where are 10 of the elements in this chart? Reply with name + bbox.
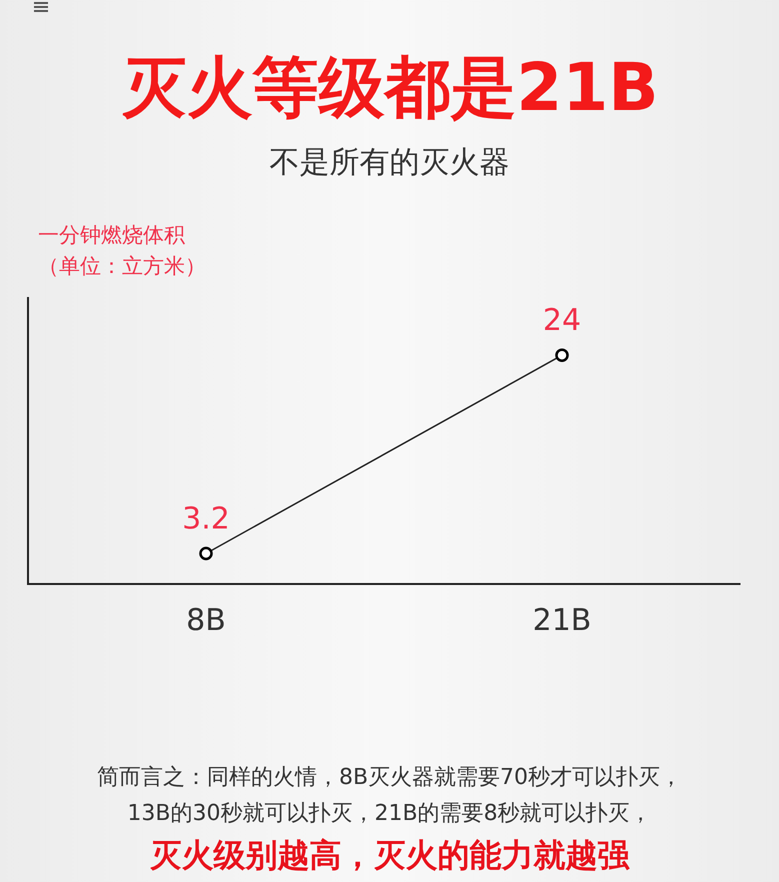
text: 简而言之：同样的火情，8B灭火器就需要70秒才可以扑灭， [96, 764, 684, 792]
data-label: 3.2 [182, 501, 230, 536]
text: 灭火级别越高，灭火的能力就越强 [148, 835, 631, 876]
chart-title: 灭火等级都是21B [119, 48, 660, 128]
data-label: 24 [542, 302, 582, 338]
x-tick-label: 21B [532, 602, 592, 638]
x-tick-label: 8B [186, 602, 226, 638]
text: 13B的30秒就可以扑灭，21B的需要8秒就可以扑灭， [126, 800, 653, 828]
y-axis-title: 一分钟燃烧体积（单位：立方米） [38, 222, 207, 280]
chart-subtitle: 不是所有的灭火器 [268, 144, 510, 182]
